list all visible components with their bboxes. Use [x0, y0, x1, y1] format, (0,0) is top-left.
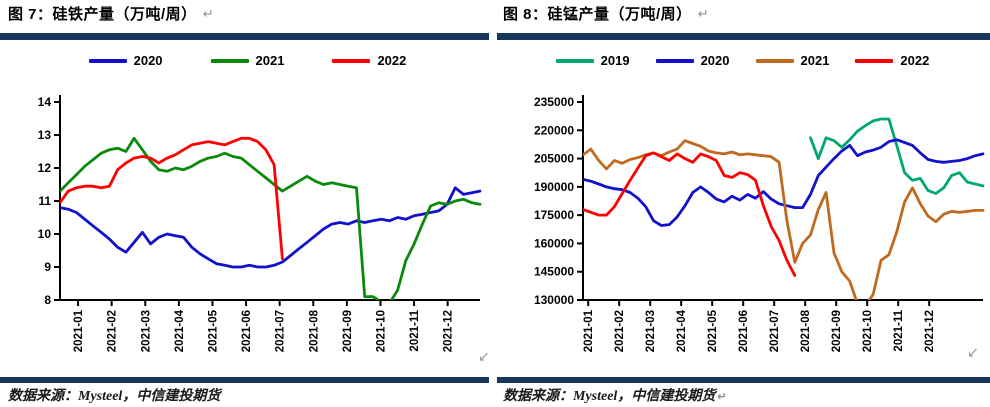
svg-text:2021-02: 2021-02	[107, 310, 119, 352]
figure-7-panel: 图 7：硅铁产量（万吨/周） ↵ 2020 2021 2022 8 9 10 11 12 13 1…	[0, 3, 495, 404]
legend-item-2020: 2020	[655, 53, 730, 68]
svg-text:2021-01: 2021-01	[73, 309, 85, 352]
legend-label: 2022	[900, 53, 930, 68]
figure-7-legend: 2020 2021 2022	[0, 53, 495, 68]
svg-text:2021-05: 2021-05	[707, 309, 719, 352]
svg-text:2021-08: 2021-08	[308, 309, 320, 352]
svg-text:2021-03: 2021-03	[140, 310, 152, 352]
legend-label: 2020	[133, 53, 163, 68]
legend-label: 2020	[700, 53, 730, 68]
legend-label: 2019	[600, 53, 630, 68]
legend-item-2021: 2021	[210, 53, 285, 68]
figure-8-chart: 130000 145000 160000 175000 190000 205000 2200…	[534, 95, 985, 352]
footer-rule	[0, 377, 489, 383]
svg-text:9: 9	[44, 260, 51, 274]
legend-label: 2022	[377, 53, 407, 68]
footer-rule	[497, 377, 990, 383]
svg-text:2021-11: 2021-11	[893, 309, 905, 351]
return-mark-icon: ↵	[202, 6, 214, 21]
svg-text:12: 12	[38, 161, 52, 175]
svg-text:205000: 205000	[534, 152, 574, 166]
figure-7-chart: 8 9 10 11 12 13 14 2021-01 2021-02 2021-03 2021-04…	[38, 95, 482, 352]
legend-swatch	[210, 58, 249, 63]
svg-text:235000: 235000	[534, 95, 574, 109]
svg-text:2021-11: 2021-11	[409, 309, 421, 351]
legend-item-2022: 2022	[855, 53, 929, 68]
return-mark-icon: ↵	[697, 6, 709, 21]
svg-text:2021-09: 2021-09	[831, 310, 843, 352]
svg-text:2021-02: 2021-02	[614, 310, 626, 352]
figure-8-panel: 图 8：硅锰产量（万吨/周） ↵ 2019 2020 2021 2022 130000 1…	[495, 0, 990, 407]
figure-7-title: 图 7：硅铁产量（万吨/周）	[8, 6, 197, 23]
svg-text:2021-05: 2021-05	[207, 309, 219, 352]
figure-8-legend: 2019 2020 2021 2022	[495, 53, 990, 68]
figure-8-source: 数据来源：Mysteel，中信建投期货 ↵	[503, 385, 727, 405]
title-rule	[0, 33, 489, 40]
svg-text:2021-01: 2021-01	[583, 309, 595, 352]
svg-text:160000: 160000	[534, 236, 574, 250]
source-text: 数据来源：Mysteel，中信建投期货	[503, 389, 716, 404]
legend-swatch	[755, 58, 794, 63]
svg-text:2021-06: 2021-06	[241, 310, 253, 352]
svg-text:190000: 190000	[534, 180, 574, 194]
svg-text:14: 14	[38, 95, 52, 109]
svg-text:2021-04: 2021-04	[676, 309, 688, 352]
corner-arrow-icon: ↙	[478, 348, 490, 364]
legend-item-2020: 2020	[88, 53, 163, 68]
svg-text:2021-07: 2021-07	[769, 310, 781, 352]
svg-text:2021-08: 2021-08	[800, 309, 812, 352]
legend-label: 2021	[800, 53, 830, 68]
legend-label: 2021	[255, 53, 285, 68]
svg-text:2021-12: 2021-12	[924, 310, 936, 352]
svg-text:2021-09: 2021-09	[342, 310, 354, 352]
figure-7-source: 数据来源：Mysteel，中信建投期货	[8, 389, 221, 404]
svg-text:2021-10: 2021-10	[375, 310, 387, 352]
svg-text:10: 10	[38, 227, 52, 241]
svg-text:2021-10: 2021-10	[862, 310, 874, 352]
legend-item-2022: 2022	[332, 53, 406, 68]
return-mark-icon: ↵	[717, 391, 727, 403]
svg-text:2021-07: 2021-07	[275, 310, 287, 352]
svg-text:2021-12: 2021-12	[443, 310, 455, 352]
svg-text:11: 11	[38, 194, 51, 208]
svg-text:2021-04: 2021-04	[174, 309, 186, 352]
svg-text:2021-03: 2021-03	[645, 310, 657, 352]
svg-text:220000: 220000	[534, 123, 574, 137]
figure-7-title-row: 图 7：硅铁产量（万吨/周） ↵	[8, 3, 214, 24]
figure-8-title: 图 8：硅锰产量（万吨/周）	[503, 6, 692, 23]
title-rule	[497, 33, 990, 40]
svg-text:13: 13	[38, 128, 52, 142]
corner-arrow-icon: ↙	[967, 344, 979, 360]
svg-text:145000: 145000	[534, 265, 574, 279]
legend-item-2021: 2021	[755, 53, 830, 68]
figure-8-title-row: 图 8：硅锰产量（万吨/周） ↵	[503, 3, 709, 24]
svg-text:2021-06: 2021-06	[738, 310, 750, 352]
legend-swatch	[88, 58, 127, 63]
legend-item-2019: 2019	[555, 53, 630, 68]
legend-swatch	[655, 58, 694, 63]
legend-swatch	[855, 58, 894, 63]
legend-swatch	[555, 58, 594, 63]
svg-text:175000: 175000	[534, 208, 574, 222]
svg-text:8: 8	[44, 293, 51, 307]
svg-text:130000: 130000	[534, 293, 574, 307]
legend-swatch	[332, 58, 371, 63]
